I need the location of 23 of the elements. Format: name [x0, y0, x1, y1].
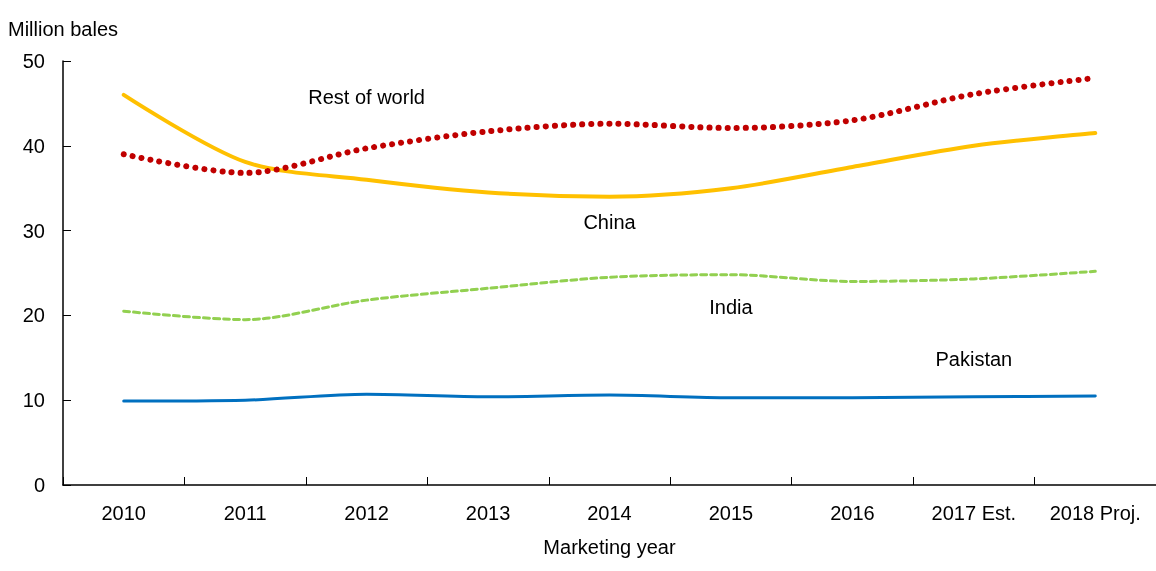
y-tick-label: 0: [33, 474, 45, 496]
y-tick-label: 40: [22, 134, 45, 157]
x-tick-label: 2011: [223, 502, 267, 524]
series-label: Rest of world: [308, 85, 425, 108]
x-axis-title: Marketing year: [543, 536, 676, 558]
series-label: China: [583, 211, 637, 234]
x-tick-label: 2013: [465, 502, 511, 524]
x-tick-label: 2012: [344, 502, 389, 524]
y-axis-title: Million bales: [8, 18, 119, 40]
series-label: Pakistan: [935, 348, 1013, 371]
x-tick-label: 2010: [101, 502, 146, 524]
y-tick-label: 50: [22, 50, 45, 72]
x-tick-label: 2018 Proj.: [1049, 502, 1141, 524]
x-tick-label: 2016: [830, 502, 875, 524]
x-tick-label: 2015: [708, 502, 754, 524]
y-tick-label: 20: [22, 304, 45, 327]
x-tick-label: 2017 Est.: [931, 502, 1017, 524]
y-tick-label: 10: [22, 389, 45, 412]
y-tick-label: 30: [22, 219, 45, 242]
line-series: [122, 392, 1097, 403]
x-tick-label: 2014: [587, 502, 632, 524]
series-label: India: [709, 295, 754, 318]
line-series: [122, 269, 1097, 322]
